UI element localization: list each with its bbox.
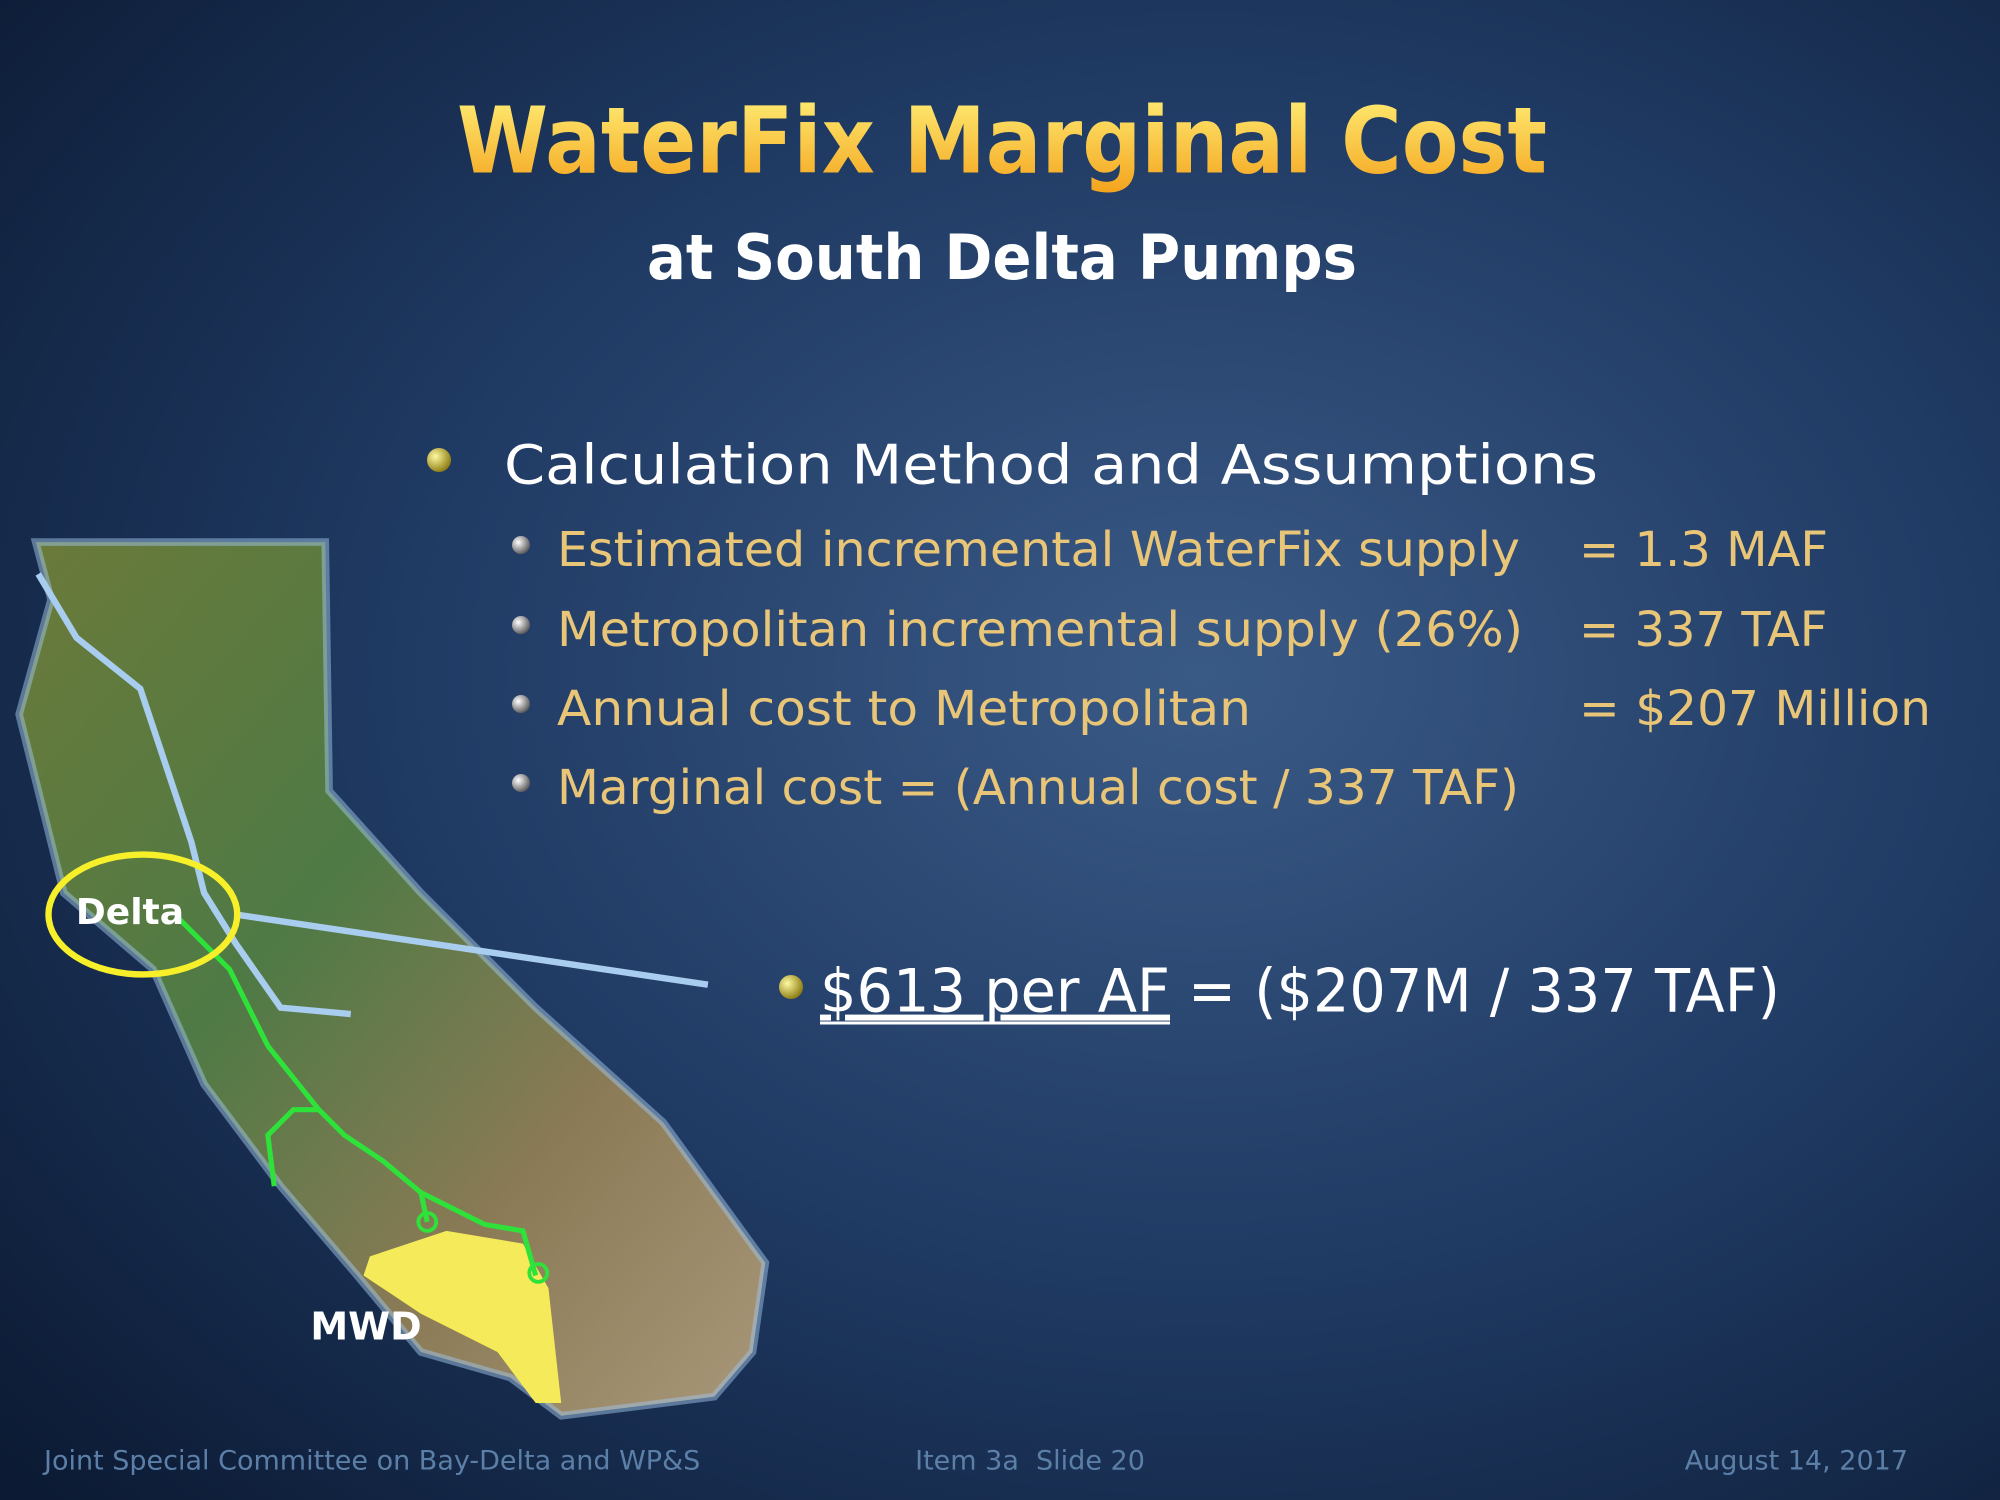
item-label: Marginal cost = (Annual cost / 337 TAF) [557,760,1519,816]
bullet [512,616,530,634]
footer-center: Item 3a Slide 20 [915,1446,1145,1477]
mwd-area [363,1230,562,1404]
pump-marker [416,1211,439,1233]
footer-right: August 14, 2017 [1685,1446,1908,1477]
bullet [512,774,530,792]
bullet [779,975,803,999]
bullet-heading: Calculation Method and Assumptions [504,434,1598,497]
map-label: Delta [76,892,184,933]
river [35,572,352,1018]
california-map [15,538,770,1420]
result-emphasis: $613 per AF [820,957,1170,1027]
bullet [427,448,451,472]
item-value: = $207 Million [1579,681,1931,737]
pump-marker [527,1262,550,1284]
item-value: = 1.3 MAF [1579,522,1828,578]
aqueduct [176,916,539,1277]
item-value: = 337 TAF [1579,602,1827,658]
footer-left: Joint Special Committee on Bay-Delta and… [42,1446,700,1477]
item-label: Metropolitan incremental supply (26%) [557,602,1523,658]
bullet [512,695,530,713]
title: WaterFix Marginal Cost [457,87,1547,194]
subtitle: at South Delta Pumps [647,221,1357,294]
callout-line [235,911,709,988]
item-label: Estimated incremental WaterFix supply [557,522,1520,578]
item-label: Annual cost to Metropolitan [557,681,1251,737]
delta-circle [45,851,241,978]
result-rest: = ($207M / 337 TAF) [1188,957,1780,1027]
map-label: MWD [310,1305,421,1349]
bullet [512,536,530,554]
